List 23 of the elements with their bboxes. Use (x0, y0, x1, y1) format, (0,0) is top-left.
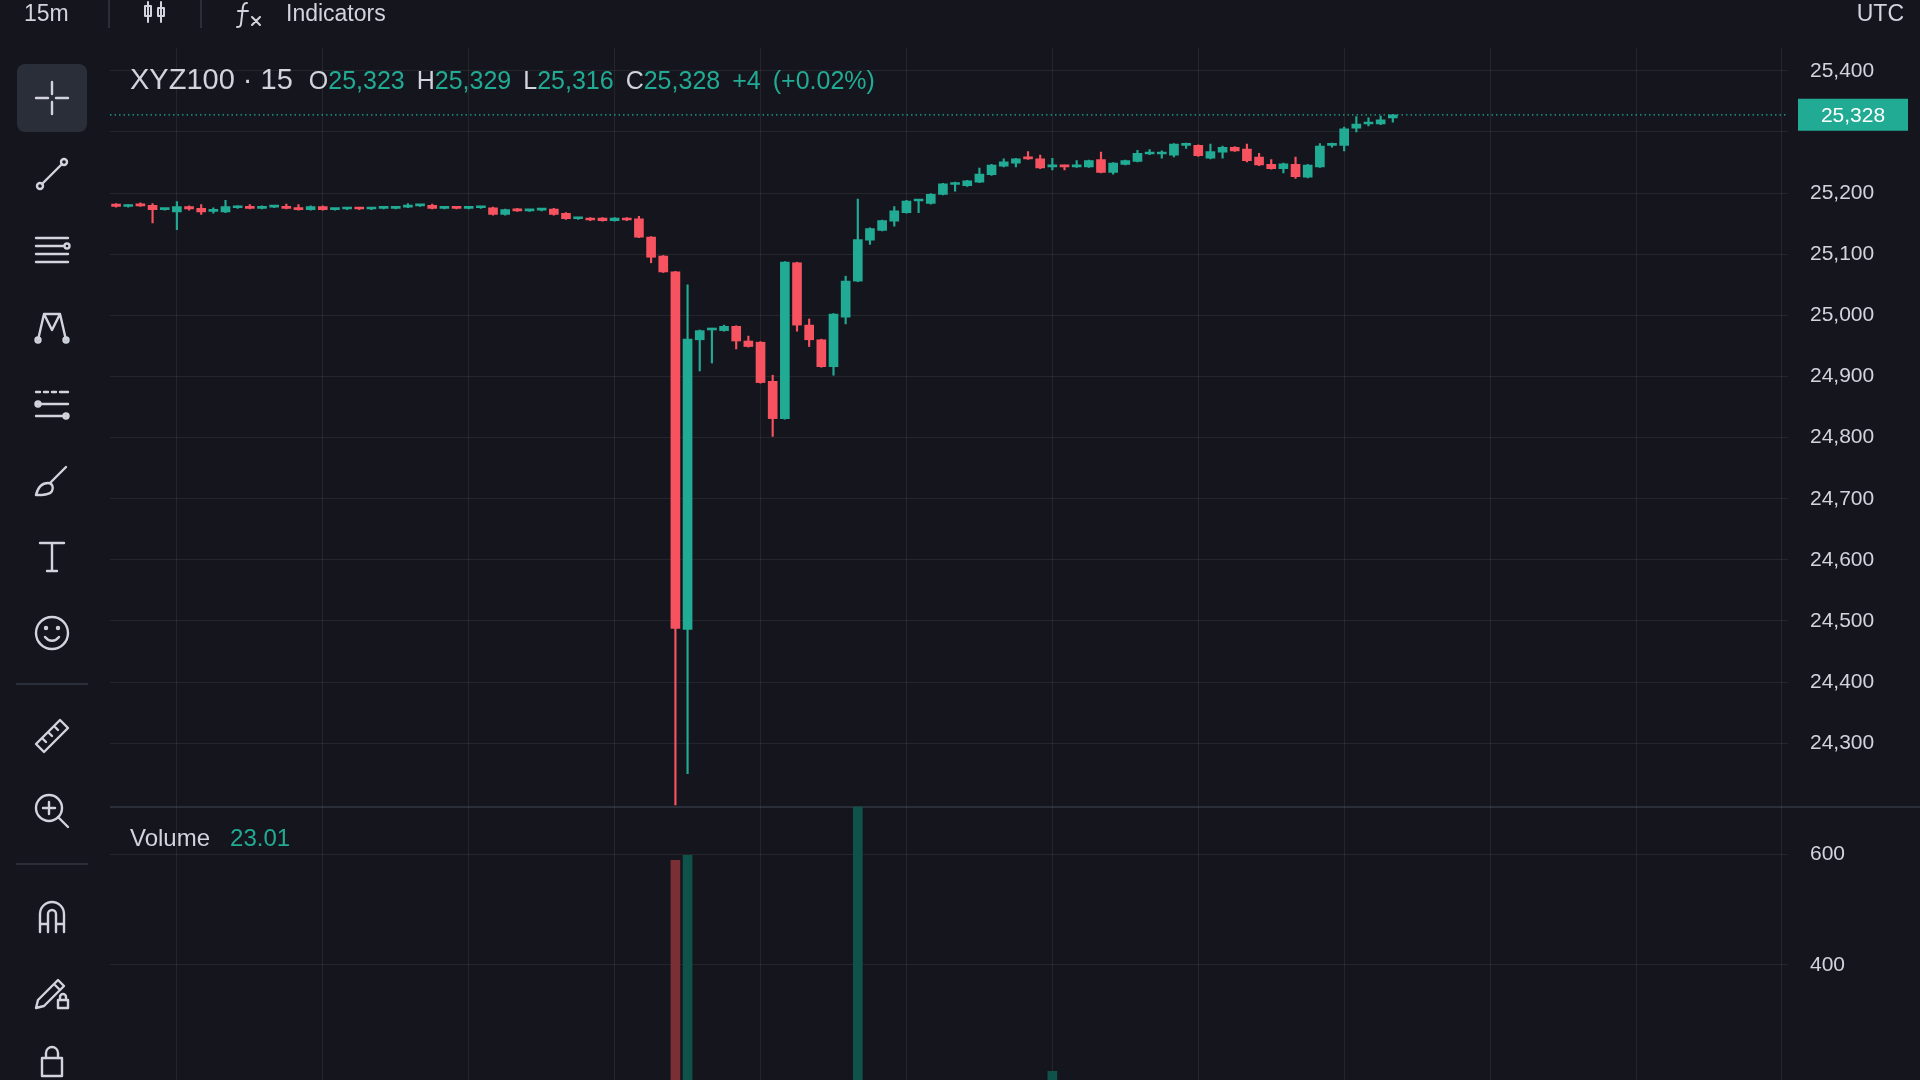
ref-line-label: 25,328 (1820, 102, 1886, 126)
y-tick-label: 25,000 (1810, 302, 1875, 326)
y-tick-label: 25,200 (1810, 179, 1875, 203)
text: 15m (24, 0, 69, 27)
candlestick (147, 203, 158, 224)
y-tick-label: 24,500 (1810, 607, 1875, 631)
y-tick-label: 24,700 (1810, 485, 1875, 509)
candlestick (293, 204, 304, 211)
y-tick-label: 400 (1810, 951, 1846, 975)
y-tick-label: 24,600 (1810, 546, 1875, 570)
y-tick-label: 25,400 (1810, 57, 1875, 81)
y-tick-label: 24,900 (1810, 363, 1875, 387)
y-tick-label: 600 (1810, 840, 1846, 864)
text: 23.01 (230, 824, 291, 851)
text: O25,323 H25,329 L25,316 C25,328 +4 (+0.02%) (308, 66, 875, 94)
y-tick-label: 24,800 (1810, 424, 1875, 448)
text: XYZ100 · 15 (130, 63, 293, 95)
text: Volume (130, 824, 211, 851)
y-tick-label: 24,300 (1810, 730, 1875, 754)
y-tick-label: 25,100 (1810, 241, 1875, 264)
text: UTC (1856, 0, 1904, 27)
y-tick-label: 24,400 (1810, 668, 1875, 692)
text: Indicators (286, 0, 386, 27)
